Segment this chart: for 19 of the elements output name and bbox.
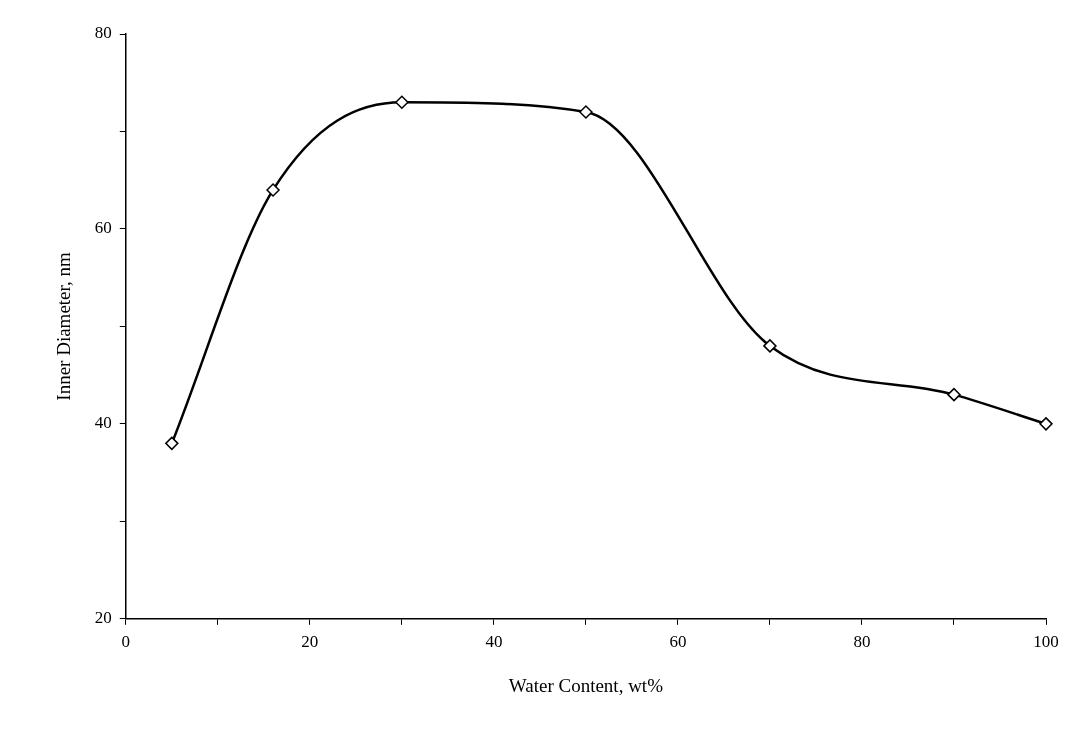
point (266, 183, 280, 197)
y-tick-label: 20 (94, 608, 112, 628)
point (763, 339, 777, 353)
point (947, 387, 961, 402)
y-tick-label: 40 (94, 413, 112, 433)
x-tick-label: 40 (485, 632, 503, 652)
y-tick-label: 60 (94, 218, 112, 238)
x-tick-label: 80 (853, 632, 871, 652)
point (395, 95, 409, 109)
x-axis-title: Water Content, wt% (508, 674, 664, 696)
point (1039, 417, 1053, 431)
x-tick-label: 0 (121, 632, 131, 652)
x-tick-label: 60 (669, 632, 687, 652)
y-axis-title: Inner Diameter, nm (53, 251, 75, 401)
point (165, 436, 179, 451)
x-tick-label: 20 (301, 632, 319, 652)
point (579, 105, 593, 119)
x-tick-label: 100 (1033, 632, 1059, 652)
y-tick-label: 80 (94, 23, 112, 43)
